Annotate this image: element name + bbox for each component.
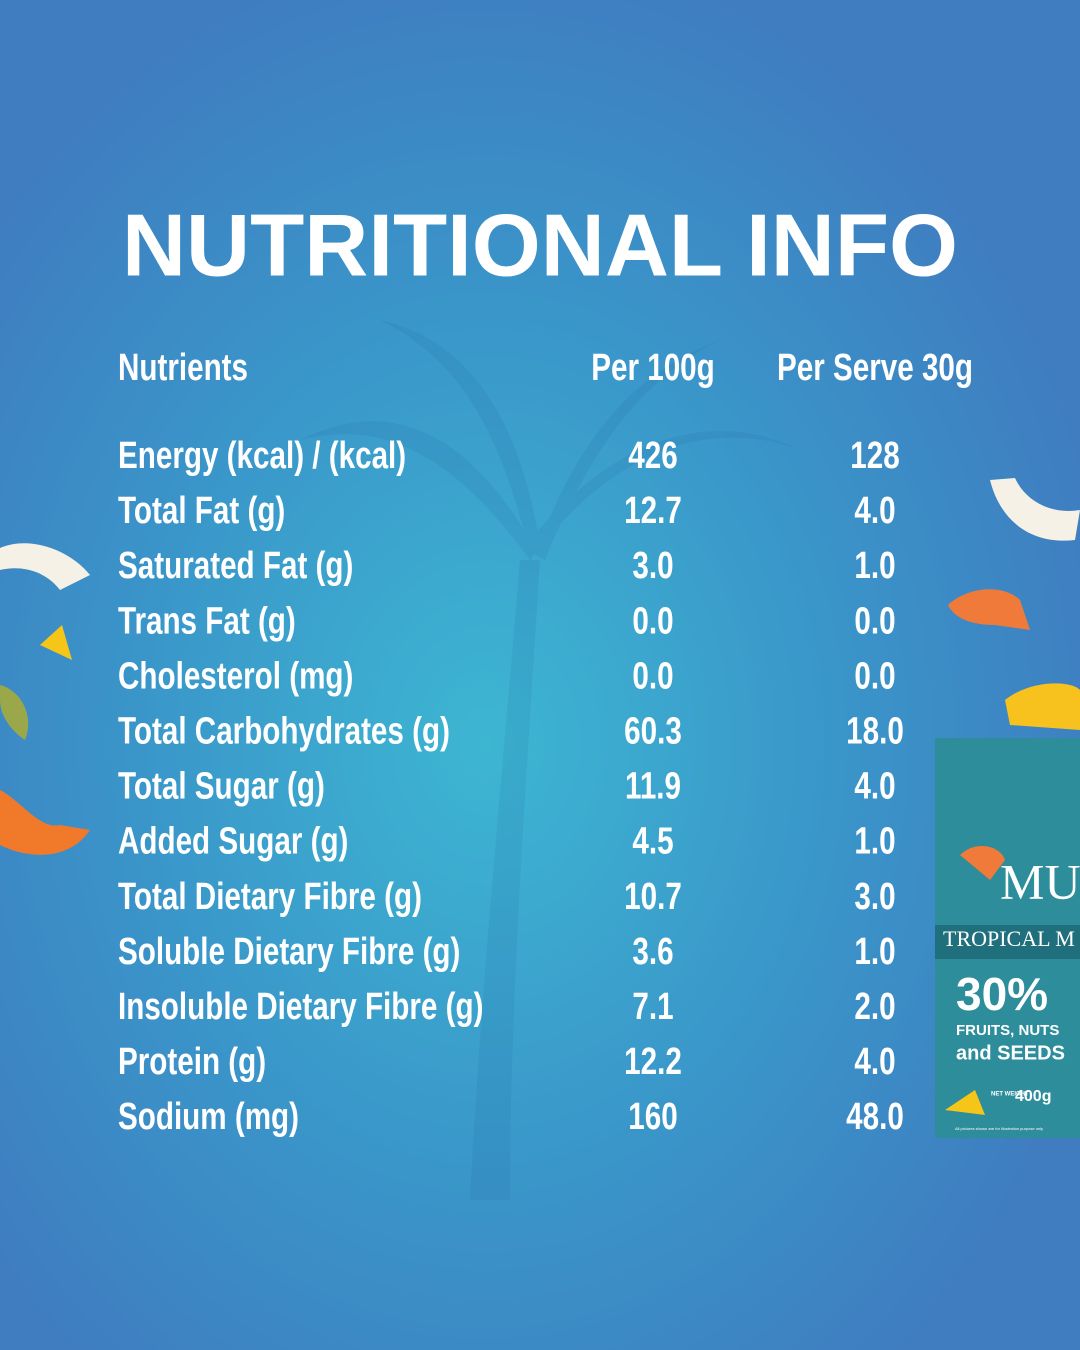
- nutrient-value: 10.7: [624, 875, 682, 917]
- nutrient-value: 1.0: [854, 930, 895, 972]
- nutrient-value: 0.0: [854, 600, 895, 642]
- product-package: MU TROPICAL M 30% FRUITS, NUTS and SEEDS…: [935, 738, 1080, 1138]
- nutrient-value: 0.0: [632, 655, 673, 697]
- nutrient-value: 11.9: [625, 765, 681, 807]
- nutrient-name: Total Dietary Fibre (g): [118, 875, 422, 917]
- palm-silhouette: [300, 320, 800, 1200]
- table-header: Nutrients: [118, 347, 248, 389]
- nutrient-value: 426: [628, 435, 677, 477]
- nutrient-value: 0.0: [854, 655, 895, 697]
- nutrient-value: 60.3: [624, 710, 682, 752]
- nutrient-value: 4.0: [854, 765, 895, 807]
- table-header: Per 100g: [591, 347, 715, 389]
- nutrient-name: Trans Fat (g): [118, 600, 296, 642]
- nutrient-value: 2.0: [854, 986, 895, 1028]
- nutrient-value: 12.7: [624, 490, 682, 532]
- fruit-decoration: [0, 478, 1080, 855]
- nutrient-name: Added Sugar (g): [118, 820, 348, 862]
- nutrient-value: 48.0: [846, 1096, 904, 1138]
- nutrient-value: 1.0: [854, 545, 895, 587]
- nutrient-name: Cholesterol (mg): [118, 655, 353, 697]
- nutrient-name: Sodium (mg): [118, 1096, 299, 1138]
- nutrient-value: 12.2: [624, 1041, 682, 1083]
- nutrient-value: 0.0: [632, 600, 673, 642]
- nutrient-value: 3.6: [632, 930, 673, 972]
- nutrient-value: 4.0: [854, 1041, 895, 1083]
- package-percent: 30%: [956, 968, 1048, 1020]
- nutrient-name: Protein (g): [118, 1041, 266, 1083]
- nutrient-value: 7.1: [632, 986, 673, 1028]
- nutrient-value: 1.0: [854, 820, 895, 862]
- nutrition-table: Nutrients Per 100g Per Serve 30g Energy (kc…: [118, 347, 973, 1139]
- package-line2: and SEEDS: [956, 1042, 1065, 1064]
- nutrient-name: Energy (kcal) / (kcal): [118, 435, 406, 477]
- nutrient-name: Total Fat (g): [118, 490, 285, 532]
- nutrient-value: 18.0: [846, 710, 904, 752]
- nutrient-name: Total Sugar (g): [118, 765, 325, 807]
- table-header: Per Serve 30g: [777, 347, 973, 389]
- package-note: All pictures shown are for illustration …: [955, 1126, 1043, 1131]
- package-variant: TROPICAL M: [943, 926, 1075, 951]
- package-band: [935, 925, 1080, 959]
- nutrient-value: 4.0: [854, 490, 895, 532]
- package-line1: FRUITS, NUTS: [956, 1022, 1059, 1039]
- nutrient-value: 160: [628, 1096, 677, 1138]
- nutrient-value: 3.0: [854, 875, 895, 917]
- nutrient-name: Saturated Fat (g): [118, 545, 353, 587]
- package-weight: 400g: [1015, 1088, 1051, 1105]
- nutrient-name: Soluble Dietary Fibre (g): [118, 930, 460, 972]
- nutrient-value: 3.0: [632, 545, 673, 587]
- package-net: NET WEIGHT: [991, 1092, 1029, 1098]
- title: NUTRITIONAL INFO: [122, 195, 958, 294]
- nutrient-name: Insoluble Dietary Fibre (g): [118, 986, 483, 1028]
- nutrient-name: Total Carbohydrates (g): [118, 710, 450, 752]
- nutrient-value: 4.5: [632, 820, 673, 862]
- package-brand: MU: [1000, 853, 1080, 909]
- nutrient-value: 128: [850, 435, 899, 477]
